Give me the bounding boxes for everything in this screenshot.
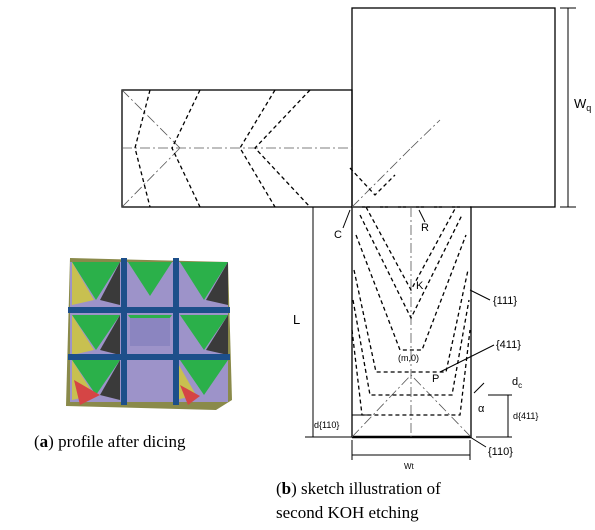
caption-a: (a) profile after dicing xyxy=(34,432,186,451)
label-111: {111} xyxy=(493,295,517,307)
label-dc: dc xyxy=(512,376,522,390)
label-wq: Wq xyxy=(574,96,591,113)
figure: (a) profile after dicing xyxy=(0,0,595,530)
dicing-image xyxy=(66,258,232,410)
label-d110: d{110} xyxy=(314,420,339,430)
label-d411: d{411} xyxy=(513,411,538,421)
label-wt: Wt xyxy=(404,462,415,471)
dimension-lines xyxy=(305,8,576,460)
label-r: R xyxy=(421,222,429,234)
label-411: {411} xyxy=(496,339,521,351)
label-m0: (m,0) xyxy=(398,353,419,363)
label-k: K xyxy=(416,280,424,292)
label-p: P xyxy=(432,373,439,385)
label-c: C xyxy=(334,229,342,241)
label-110: {110} xyxy=(488,446,513,458)
label-alpha: α xyxy=(478,403,485,415)
label-l: L xyxy=(293,312,300,327)
caption-b: (b) sketch illustration of xyxy=(276,479,441,498)
caption-b-line2: second KOH etching xyxy=(276,503,419,522)
labels: Wq R C K L {111} {411} (m,0) P dc α d{41… xyxy=(293,96,591,471)
